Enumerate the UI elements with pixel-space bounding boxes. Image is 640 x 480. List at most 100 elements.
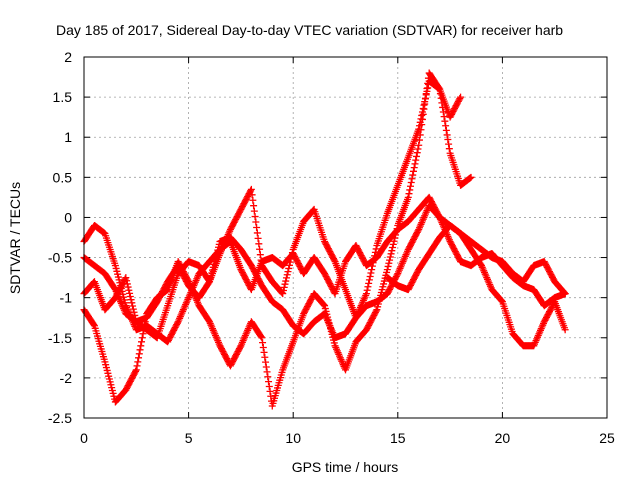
data-point xyxy=(404,193,412,201)
data-point xyxy=(411,160,419,168)
x-tick-label: 10 xyxy=(285,430,301,446)
data-point xyxy=(133,362,141,370)
series-trace-3 xyxy=(80,193,569,346)
y-tick-label: -1 xyxy=(60,290,73,306)
x-tick-label: 5 xyxy=(185,430,193,446)
y-tick-label: 0 xyxy=(64,209,72,225)
data-point xyxy=(443,131,451,139)
series-trace-4 xyxy=(80,201,569,342)
data-point xyxy=(248,191,256,199)
data-point xyxy=(236,343,244,351)
data-point xyxy=(385,259,393,267)
data-point xyxy=(467,173,475,181)
data-markers xyxy=(80,69,569,410)
data-point xyxy=(368,266,376,274)
x-axis-label: GPS time / hours xyxy=(292,459,399,475)
data-point xyxy=(281,280,289,288)
data-point xyxy=(138,334,146,342)
data-point xyxy=(415,125,423,133)
data-point xyxy=(265,378,273,386)
data-point xyxy=(441,117,449,125)
data-point xyxy=(205,279,213,287)
data-point xyxy=(442,122,450,130)
data-point xyxy=(257,333,265,341)
data-point xyxy=(420,101,428,109)
y-tick-label: 1.5 xyxy=(53,89,73,105)
data-point xyxy=(263,368,271,376)
data-point xyxy=(436,90,444,98)
data-point xyxy=(256,245,264,253)
data-point xyxy=(280,283,288,291)
data-point xyxy=(383,266,391,274)
data-point xyxy=(261,353,269,361)
data-point xyxy=(90,321,98,329)
data-point xyxy=(439,108,447,116)
data-point xyxy=(259,339,267,347)
data-point xyxy=(366,272,374,280)
data-point xyxy=(421,94,429,102)
data-point xyxy=(126,293,134,301)
data-point xyxy=(388,247,396,255)
data-point xyxy=(390,237,398,245)
data-point xyxy=(406,186,414,194)
data-point xyxy=(253,229,261,237)
chart-title: Day 185 of 2017, Sidereal Day-to-day VTE… xyxy=(56,22,563,38)
data-point xyxy=(124,283,132,291)
data-point xyxy=(387,250,395,258)
data-point xyxy=(365,276,373,284)
data-point xyxy=(259,344,267,352)
data-point xyxy=(445,140,453,148)
y-tick-label: -0.5 xyxy=(48,250,72,266)
data-point xyxy=(129,305,137,313)
data-point xyxy=(260,348,268,356)
data-point xyxy=(439,103,447,111)
data-point xyxy=(561,290,569,298)
data-point xyxy=(365,279,373,287)
data-point xyxy=(418,108,426,116)
data-point xyxy=(247,185,255,193)
data-point xyxy=(414,145,422,153)
data-point xyxy=(285,264,293,272)
data-point xyxy=(262,363,270,371)
data-point xyxy=(247,187,255,195)
y-tick-label: -2.5 xyxy=(48,410,72,426)
data-point xyxy=(122,274,130,282)
y-tick-label: -2 xyxy=(60,370,73,386)
data-point xyxy=(266,387,274,395)
data-point xyxy=(279,290,287,298)
data-point xyxy=(405,190,413,198)
data-point xyxy=(135,350,143,358)
data-point xyxy=(252,218,260,226)
data-point xyxy=(415,136,423,144)
data-point xyxy=(422,91,430,99)
data-point xyxy=(127,296,135,304)
data-point xyxy=(415,122,423,130)
data-point xyxy=(256,251,264,259)
data-point xyxy=(445,145,453,153)
data-point xyxy=(498,297,506,305)
data-point xyxy=(320,301,328,309)
data-point xyxy=(132,366,140,374)
data-point xyxy=(409,167,417,175)
data-point xyxy=(330,256,338,264)
data-point xyxy=(386,253,394,261)
data-point xyxy=(389,240,397,248)
data-point xyxy=(251,213,259,221)
data-point xyxy=(413,149,421,157)
data-point xyxy=(442,126,450,134)
data-point xyxy=(254,234,262,242)
data-point xyxy=(309,206,317,214)
data-point xyxy=(444,136,452,144)
x-tick-label: 0 xyxy=(80,430,88,446)
data-point xyxy=(135,354,143,362)
data-point xyxy=(421,98,429,106)
x-tick-label: 25 xyxy=(599,430,615,446)
data-point xyxy=(561,326,569,334)
data-point xyxy=(126,289,134,297)
data-point xyxy=(282,277,290,285)
data-point xyxy=(129,302,137,310)
data-point xyxy=(128,299,136,307)
data-point xyxy=(437,94,445,102)
data-point xyxy=(409,171,417,179)
